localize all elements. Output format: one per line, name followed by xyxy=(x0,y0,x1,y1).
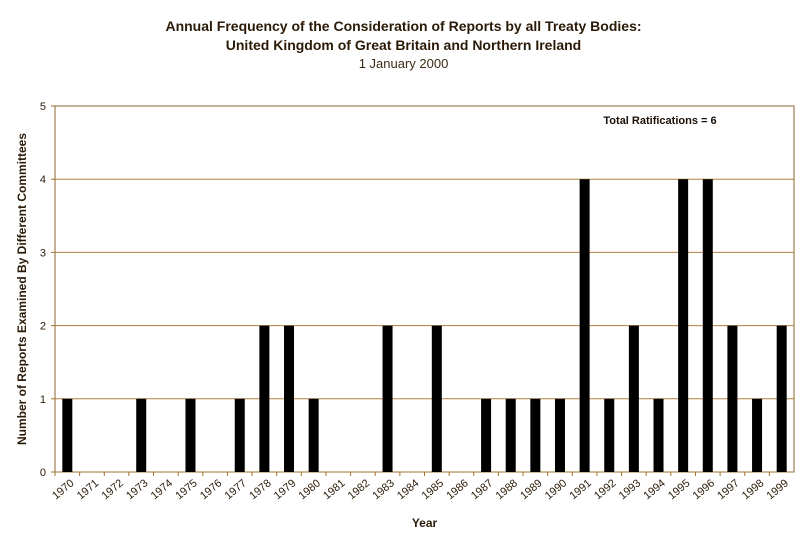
bar-1993 xyxy=(628,325,639,472)
bar-1994 xyxy=(653,398,664,472)
x-tick-label-1986: 1986 xyxy=(444,477,470,502)
x-tick-label-1981: 1981 xyxy=(321,477,347,502)
x-tick-label-1984: 1984 xyxy=(395,477,421,502)
x-tick-label-1991: 1991 xyxy=(567,477,593,502)
x-tick-label-1980: 1980 xyxy=(296,477,322,502)
y-tick-label-5: 5 xyxy=(40,101,46,113)
bar-1996 xyxy=(702,179,713,472)
x-tick-label-1979: 1979 xyxy=(272,477,298,502)
bar-1987 xyxy=(481,398,492,472)
x-tick-label-1971: 1971 xyxy=(75,477,101,502)
x-tick-label-1998: 1998 xyxy=(740,477,766,502)
x-tick-label-1987: 1987 xyxy=(469,477,495,502)
y-tick-label-4: 4 xyxy=(40,174,46,186)
x-tick-label-1973: 1973 xyxy=(124,477,150,502)
bar-1983 xyxy=(382,325,393,472)
x-tick-label-1994: 1994 xyxy=(641,477,667,502)
bar-1992 xyxy=(604,398,615,472)
chart-title-line2: United Kingdom of Great Britain and Nort… xyxy=(225,37,582,53)
bar-1998 xyxy=(752,398,763,472)
x-tick-label-1983: 1983 xyxy=(370,477,396,502)
bar-1995 xyxy=(678,179,689,472)
bar-1979 xyxy=(284,325,295,472)
bar-1980 xyxy=(308,398,319,472)
x-tick-label-1997: 1997 xyxy=(715,477,741,502)
chart-subtitle: 1 January 2000 xyxy=(358,56,449,71)
x-tick-label-1996: 1996 xyxy=(691,477,717,502)
bar-1970 xyxy=(62,398,73,472)
bar-1978 xyxy=(259,325,270,472)
x-tick-label-1990: 1990 xyxy=(543,477,569,502)
bar-1975 xyxy=(185,398,196,472)
x-tick-label-1993: 1993 xyxy=(617,477,643,502)
x-tick-label-1974: 1974 xyxy=(149,477,175,502)
bar-1989 xyxy=(530,398,541,472)
x-tick-label-1976: 1976 xyxy=(198,477,224,502)
bar-1990 xyxy=(554,398,565,472)
x-tick-label-1985: 1985 xyxy=(420,477,446,502)
bar-1973 xyxy=(136,398,147,472)
x-tick-label-1977: 1977 xyxy=(223,477,249,502)
bar-1997 xyxy=(727,325,738,472)
bar-1988 xyxy=(505,398,516,472)
y-axis-title: Number of Reports Examined By Different … xyxy=(15,133,29,445)
x-tick-label-1999: 1999 xyxy=(765,477,791,502)
x-tick-label-1972: 1972 xyxy=(99,477,125,502)
x-tick-label-1970: 1970 xyxy=(50,477,76,502)
x-axis-title: Year xyxy=(412,516,438,530)
x-tick-label-1978: 1978 xyxy=(247,477,273,502)
bar-1999 xyxy=(776,325,787,472)
x-tick-label-1982: 1982 xyxy=(346,477,372,502)
x-tick-label-1988: 1988 xyxy=(494,477,520,502)
total-ratifications-annotation: Total Ratifications = 6 xyxy=(603,115,716,127)
y-tick-label-3: 3 xyxy=(40,247,46,259)
x-tick-label-1992: 1992 xyxy=(592,477,618,502)
bar-1977 xyxy=(234,398,245,472)
bar-1991 xyxy=(579,179,590,472)
x-tick-label-1995: 1995 xyxy=(666,477,692,502)
x-tick-label-1989: 1989 xyxy=(518,477,544,502)
y-tick-label-1: 1 xyxy=(40,394,46,406)
y-tick-label-2: 2 xyxy=(40,321,46,333)
x-tick-label-1975: 1975 xyxy=(173,477,199,502)
chart-title-line1: Annual Frequency of the Consideration of… xyxy=(165,18,642,34)
y-tick-label-0: 0 xyxy=(40,467,46,479)
bar-1985 xyxy=(431,325,442,472)
